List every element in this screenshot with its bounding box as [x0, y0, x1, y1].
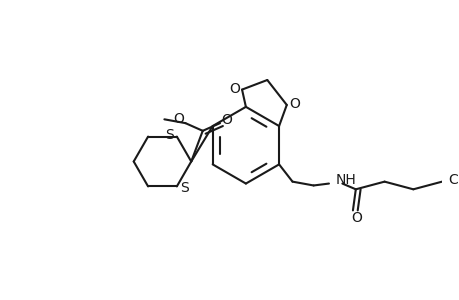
- Text: O: O: [351, 211, 361, 225]
- Text: Cl: Cl: [448, 173, 459, 187]
- Text: S: S: [180, 181, 189, 195]
- Text: O: O: [229, 82, 239, 96]
- Text: O: O: [288, 97, 299, 111]
- Text: NH: NH: [335, 173, 356, 187]
- Text: S: S: [164, 128, 173, 142]
- Text: O: O: [173, 112, 184, 126]
- Text: O: O: [221, 113, 232, 127]
